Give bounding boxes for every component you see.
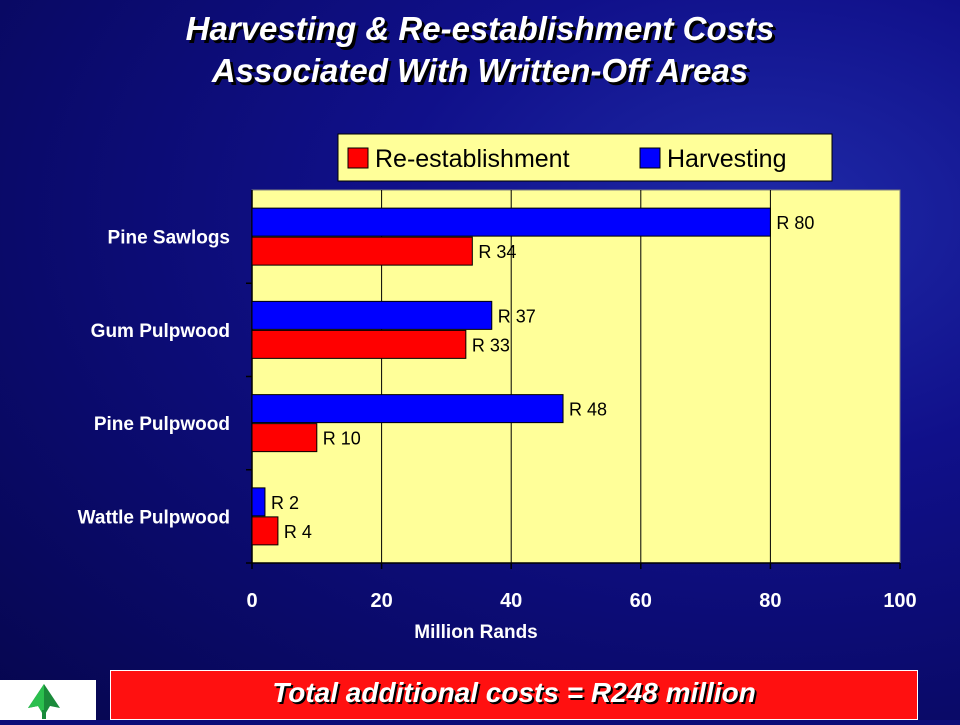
bar-harvesting-3 <box>251 487 266 517</box>
category-label-0: Pine Sawlogs <box>108 228 230 249</box>
data-label-harvesting-0: R 80 <box>776 213 814 233</box>
data-label-harvesting-2: R 48 <box>569 400 607 420</box>
bar-chart: 0 20 40 60 80 100 Million Rands Pine Sawlogs R 8… <box>78 133 917 643</box>
data-label-harvesting-3: R 2 <box>271 493 299 513</box>
bar-reestablishment-3 <box>251 516 279 546</box>
category-label-1: Gum Pulpwood <box>91 321 230 342</box>
data-label-reestablishment-3: R 4 <box>284 522 312 542</box>
bar-reestablishment-2 <box>251 423 318 453</box>
x-tick-label-2: 40 <box>500 590 522 612</box>
category-label-3: Wattle Pulpwood <box>78 507 230 528</box>
x-tick-label-3: 60 <box>630 590 652 612</box>
chart-title-line-2: Associated With Written-Off Areas <box>211 52 749 89</box>
legend-label-reestablishment: Re-establishment <box>375 145 570 173</box>
legend-swatch-harvesting <box>639 147 661 169</box>
chart-title-line-1: Harvesting & Re-establishment Costs <box>185 10 775 47</box>
bar-harvesting-1 <box>251 300 493 330</box>
data-label-reestablishment-0: R 34 <box>478 242 516 262</box>
logo <box>0 680 96 720</box>
bar-reestablishment-0 <box>251 236 473 266</box>
chart-title: Harvesting & Re-establishment Costs Asso… <box>0 8 960 92</box>
data-label-reestablishment-2: R 10 <box>323 429 361 449</box>
x-tick-label-5: 100 <box>883 590 916 612</box>
bar-harvesting-0 <box>251 207 771 237</box>
x-tick-label-1: 20 <box>370 590 392 612</box>
data-label-reestablishment-1: R 33 <box>472 335 510 355</box>
total-costs-banner: Total additional costs = R248 million <box>110 670 918 720</box>
x-tick-label-0: 0 <box>246 590 257 612</box>
bar-harvesting-2 <box>251 394 564 424</box>
total-costs-text: Total additional costs = R248 million <box>272 677 756 708</box>
x-axis-label: Million Rands <box>414 622 538 643</box>
data-label-harvesting-1: R 37 <box>498 306 536 326</box>
legend-box <box>337 133 833 182</box>
legend-swatch-reestablishment <box>347 147 369 169</box>
bar-reestablishment-1 <box>251 329 467 359</box>
x-tick-label-4: 80 <box>759 590 781 612</box>
tree-logo-icon <box>28 684 60 719</box>
legend-label-harvesting: Harvesting <box>667 145 787 173</box>
category-label-2: Pine Pulpwood <box>94 414 230 435</box>
